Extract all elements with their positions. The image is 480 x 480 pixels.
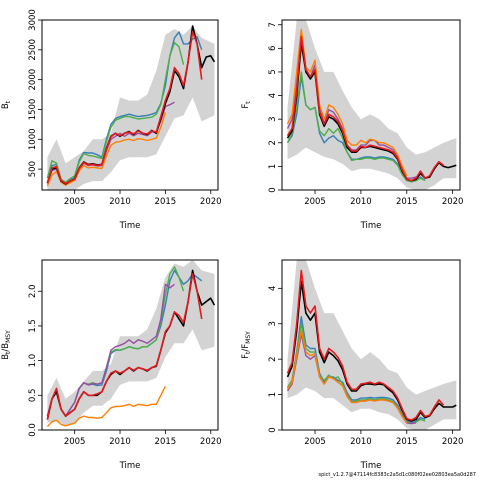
y-tick-label: 2 [268,356,278,361]
y-tick-label: 1.5 [28,319,38,333]
series-line-3 [286,28,408,177]
series-line-0 [286,316,426,424]
y-tick-label: 2 [268,140,278,145]
x-tick-label: 2020 [442,197,464,207]
plot-area [46,260,216,427]
y-tick-label: 0 [268,187,278,192]
x-tick-label: 2010 [109,437,131,447]
confidence-band [287,260,457,430]
y-tick-label: 3 [268,116,278,121]
x-tick-label: 2010 [350,437,372,447]
x-tick-label: 2005 [64,197,86,207]
y-tick-label: 1.0 [28,354,38,368]
x-tick-label: 2005 [304,197,326,207]
series-line-5 [46,273,203,420]
series-line-5 [286,269,445,421]
y-tick-label: 0.5 [28,389,38,403]
y-axis-title: Bt [1,100,12,109]
x-axis-title: Time [360,461,382,471]
series-line-5 [286,35,444,182]
plot-frame [41,259,219,431]
chart-panel-relative-biomass: 2005 2010 2015 2020 0.0 0.5 1.0 1.5 2.0 Time Bt/BM… [1,259,222,471]
footer-version-note: spict_v1.2.7@47114fc8383c2a5d1c080f02ee0… [318,472,477,478]
x-tick-label: 2010 [350,197,372,207]
series-line-1 [286,71,426,183]
x-axis-title: Time [119,461,141,471]
y-tick-label: 0.0 [28,423,38,437]
y-tick-label: 3 [268,321,278,326]
y-axis-title: Ft [241,101,252,109]
plot-frame [41,19,219,191]
plot-area [286,20,457,190]
x-tick-label: 2020 [442,437,464,447]
y-tick-label: 1500 [28,99,38,121]
plot-frame [281,19,461,191]
y-tick-label: 1 [268,392,278,397]
series-line-5 [46,31,203,185]
confidence-band [47,26,215,190]
y-tick-label: 0 [268,427,278,432]
series-line-2 [46,283,175,417]
x-tick-label: 2005 [304,437,326,447]
confidence-band [47,260,215,427]
x-tick-label: 2015 [155,437,177,447]
x-tick-label: 2015 [396,437,418,447]
y-tick-label: 2000 [28,69,38,91]
y-tick-label: 2.0 [28,284,38,298]
y-tick-label: 4 [268,93,278,98]
y-axis-title: Ft/FMSY [241,331,252,359]
chart-panel-fishing-mortality: 2005 2010 2015 2020 0 1 2 3 4 5 6 7 Time Ft [241,19,464,231]
x-axis-title: Time [360,221,382,231]
x-axis-title: Time [119,221,141,231]
x-tick-label: 2015 [155,197,177,207]
y-tick-label: 6 [268,46,278,51]
y-tick-label: 500 [28,161,38,177]
chart-panel-biomass: 2005 2010 2015 2020 500 1000 1500 2000 2500 3000 T… [1,9,222,231]
x-tick-label: 2020 [200,197,222,207]
series-line-3 [46,385,167,427]
series-line-1 [46,42,185,183]
y-tick-label: 1 [268,164,278,169]
plot-area [286,260,457,430]
y-tick-label: 4 [268,286,278,291]
confidence-band [287,20,457,190]
x-tick-label: 2015 [396,197,418,207]
series-line-3 [46,112,167,187]
y-tick-label: 5 [268,69,278,74]
y-axis-title: Bt/BMSY [1,330,12,360]
y-tick-label: 1000 [28,128,38,150]
x-tick-label: 2020 [200,437,222,447]
series-line-3 [286,330,408,424]
chart-panel-relative-fishing-mortality: 2005 2010 2015 2020 0 1 2 3 4 Time Ft/FMSY [241,259,464,471]
y-tick-label: 3000 [28,9,38,31]
plot-area [46,25,216,190]
y-tick-label: 2500 [28,39,38,61]
y-tick-label: 7 [268,22,278,27]
x-tick-label: 2005 [64,437,86,447]
plot-frame [281,259,461,431]
x-tick-label: 2010 [109,197,131,207]
